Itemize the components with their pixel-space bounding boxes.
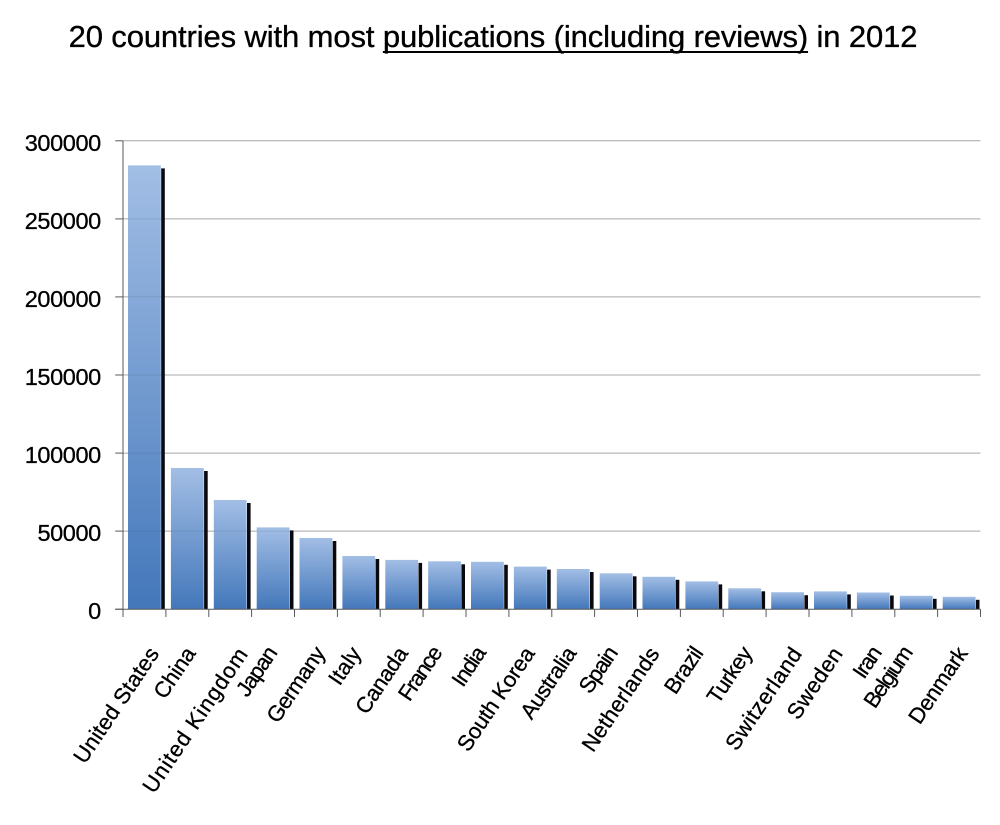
- svg-text:0: 0: [88, 598, 101, 624]
- svg-text:150000: 150000: [25, 364, 101, 390]
- svg-text:50000: 50000: [37, 520, 101, 546]
- svg-text:200000: 200000: [25, 286, 101, 312]
- svg-text:300000: 300000: [25, 130, 101, 156]
- svg-text:250000: 250000: [25, 208, 101, 234]
- svg-text:100000: 100000: [25, 442, 101, 468]
